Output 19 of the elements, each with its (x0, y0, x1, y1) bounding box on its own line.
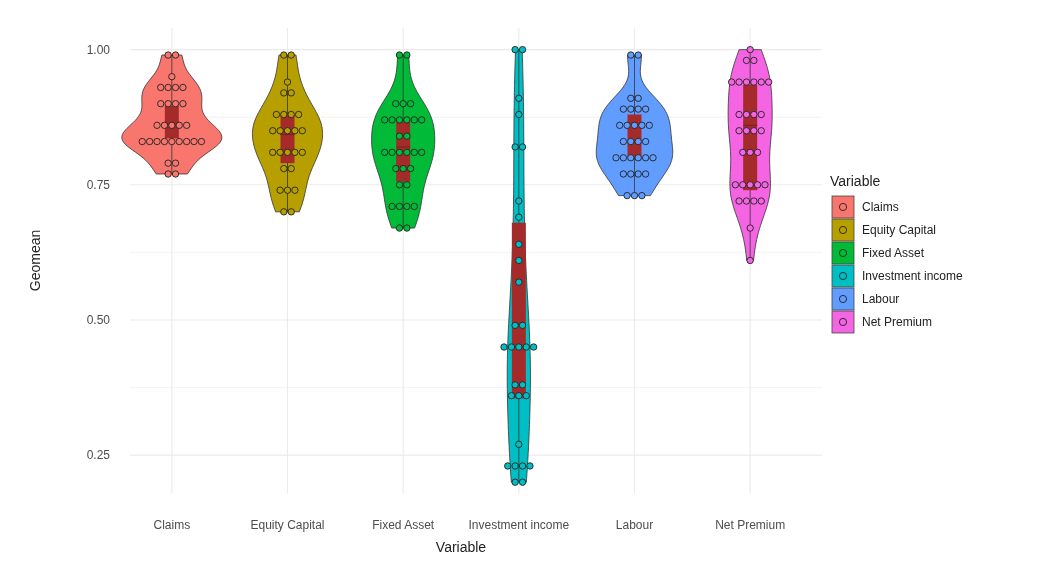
legend-label: Net Premium (862, 315, 933, 330)
x-tick-label: Labour (615, 518, 654, 532)
legend-label: Claims (862, 200, 899, 215)
legend-label: Labour (862, 292, 900, 307)
legend-label: Equity Capital (862, 223, 937, 238)
y-tick-label: 0.25 (86, 448, 111, 463)
y-axis-title: Geomean (27, 229, 43, 292)
x-tick-label: Equity Capital (250, 518, 325, 532)
x-tick-label: Claims (153, 518, 191, 532)
x-tick-label: Fixed Asset (372, 518, 435, 532)
y-tick-label: 1.00 (86, 42, 111, 57)
x-tick-label: Investment income (468, 518, 570, 532)
y-tick-label: 0.50 (86, 313, 111, 328)
x-axis-title: Variable (435, 539, 487, 555)
y-tick-label: 0.75 (86, 178, 111, 192)
x-tick-label: Net Premium (715, 518, 786, 532)
legend-label: Investment income (862, 269, 964, 284)
legend-title: Variable (830, 173, 881, 189)
legend-label: Fixed Asset (862, 246, 925, 261)
